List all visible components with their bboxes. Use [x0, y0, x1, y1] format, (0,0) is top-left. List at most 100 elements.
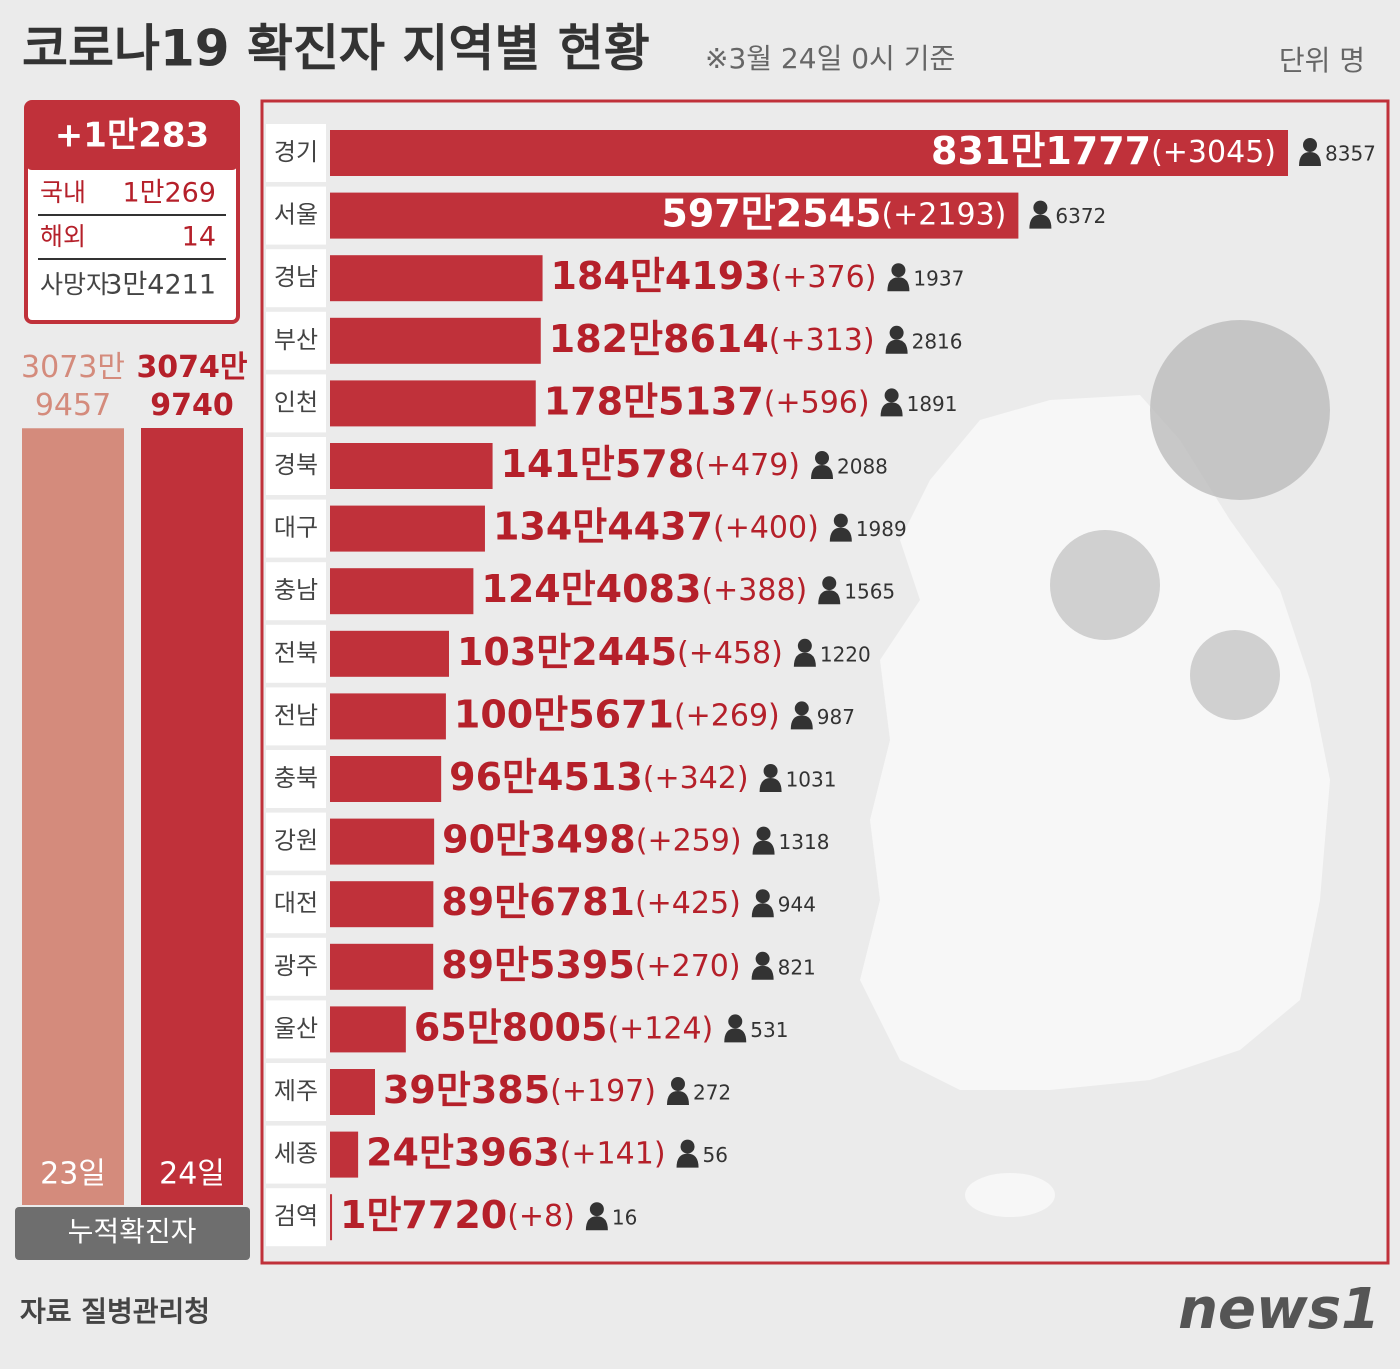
bar-label: 597만2545(+2193): [661, 191, 1006, 235]
value-label: 134만4437: [493, 504, 713, 548]
value-label: 141만578: [501, 442, 695, 486]
title: 코로나19 확진자 지역별 현황: [22, 20, 650, 78]
death-icon: [755, 951, 770, 966]
increase-label: (+400): [713, 510, 819, 545]
death-icon: [794, 701, 809, 716]
death-icon: [666, 1091, 689, 1105]
category-label: 강원: [274, 827, 318, 855]
bar-label: 1만7720(+8): [340, 1193, 575, 1237]
cumulative-label-box: [15, 1207, 250, 1260]
death-icon: [1299, 152, 1321, 166]
death-icon: [751, 903, 774, 918]
death-icon: [1029, 214, 1052, 229]
death-icon: [885, 339, 908, 354]
death-icon: [755, 889, 770, 904]
value-label: 24만3963: [366, 1130, 560, 1174]
death-count: 8357: [1325, 142, 1376, 166]
column-category: 24일: [159, 1157, 225, 1192]
category-cell: [266, 186, 326, 245]
death-icon: [790, 715, 813, 730]
death-icon: [676, 1153, 699, 1168]
death-icon: [815, 451, 830, 465]
bar: [330, 693, 446, 740]
category-cell: [266, 374, 326, 433]
category-label: 대구: [274, 514, 318, 542]
bar-label: 124만4083(+388): [481, 567, 807, 611]
death-count: 1989: [856, 517, 907, 541]
category-label: 광주: [274, 952, 318, 980]
bar-label: 96만4513(+342): [449, 755, 748, 799]
increase-label: (+425): [635, 886, 741, 921]
death-icon: [585, 1216, 608, 1231]
death-count: 1891: [907, 392, 958, 416]
bar: [330, 881, 434, 928]
increase-label: (+458): [677, 635, 783, 670]
death-icon: [884, 388, 899, 403]
category-cell: [266, 1000, 326, 1059]
bar: [330, 1006, 406, 1053]
category-label: 인천: [274, 388, 318, 416]
summary-label: 국내: [40, 178, 86, 207]
column-value-label: 3073만 9457: [21, 350, 125, 423]
category-label: 울산: [274, 1014, 318, 1042]
value-label: 100만5671: [454, 692, 674, 736]
category-label: 세종: [274, 1140, 318, 1168]
increase-label: (+376): [771, 260, 877, 295]
summary-label: 해외: [40, 222, 86, 251]
death-icon: [880, 402, 903, 417]
death-icon: [887, 277, 910, 292]
death-count: 2088: [837, 455, 888, 479]
category-cell: [266, 1063, 326, 1121]
map: [860, 395, 1330, 1090]
category-cell: [266, 249, 326, 308]
bar: [330, 630, 449, 677]
death-count: 1031: [786, 768, 837, 792]
value-label: 597만2545: [661, 191, 881, 235]
bar-label: 89만5395(+270): [441, 942, 740, 986]
bar-label: 103만2445(+458): [457, 629, 783, 673]
category-cell: [266, 624, 326, 683]
deaths-label: 사망자: [40, 270, 109, 299]
bar: [330, 1069, 375, 1115]
death-icon: [797, 638, 812, 653]
category-label: 대전: [274, 889, 318, 917]
value-label: 182만8614: [549, 316, 769, 360]
value-label: 89만5395: [441, 942, 635, 986]
increase-label: (+8): [507, 1199, 575, 1234]
summary-value: 14: [182, 222, 216, 253]
category-cell: [266, 812, 326, 871]
death-count: 1220: [820, 642, 871, 666]
bar-label: 134만4437(+400): [493, 504, 819, 548]
column: [141, 428, 243, 1205]
death-count: 1318: [779, 830, 830, 854]
death-icon: [751, 965, 774, 980]
bar: [330, 943, 434, 990]
category-label: 부산: [274, 326, 318, 354]
death-icon: [891, 263, 906, 278]
death-icon: [833, 513, 848, 528]
category-label: 충북: [274, 764, 318, 792]
bar: [330, 756, 442, 802]
bar-label: 90만3498(+259): [442, 817, 741, 861]
summary-header: [26, 102, 238, 170]
category-cell: [266, 499, 326, 558]
bar: [330, 568, 474, 615]
value-label: 96만4513: [449, 755, 643, 799]
death-icon: [811, 465, 834, 479]
death-count: 1937: [913, 267, 964, 291]
category-cell: [266, 750, 326, 808]
increase-label: (+124): [607, 1011, 713, 1046]
death-count: 272: [693, 1081, 731, 1105]
source: 자료 질병관리청: [20, 1295, 210, 1328]
bar: [330, 818, 435, 865]
virus: [1050, 530, 1160, 640]
bar-label: 184만4193(+376): [551, 254, 877, 298]
panel-border: [260, 99, 1390, 1265]
map-island: [965, 1173, 1055, 1217]
value-label: 65만8005: [414, 1005, 608, 1049]
bar-label: 24만3963(+141): [366, 1130, 665, 1174]
value-label: 103만2445: [457, 629, 677, 673]
bar-label: 100만5671(+269): [454, 692, 780, 736]
category-cell: [266, 124, 326, 182]
death-icon: [759, 778, 782, 792]
